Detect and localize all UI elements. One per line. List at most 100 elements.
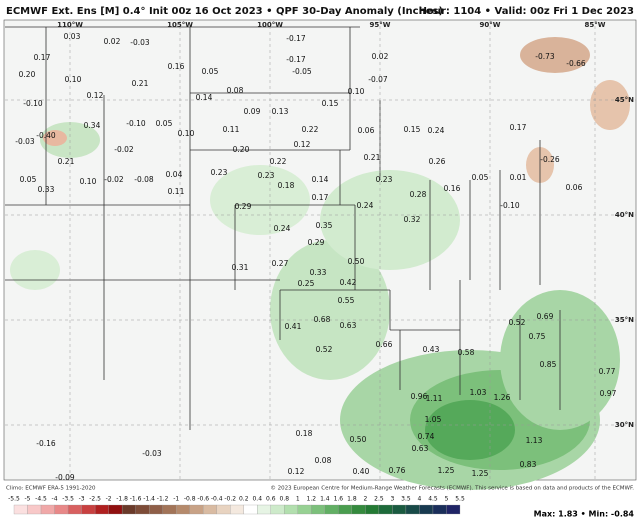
- point-value: -0.03: [15, 137, 35, 146]
- colorbar-swatch: [324, 504, 339, 515]
- point-value: 0.21: [132, 79, 149, 88]
- colorbar-swatch: [189, 504, 204, 515]
- point-value: 0.74: [418, 432, 435, 441]
- point-value: 0.76: [389, 466, 406, 475]
- point-value: 0.35: [316, 221, 333, 230]
- colorbar-tick-label: -1.6: [130, 496, 142, 503]
- point-value: 0.04: [166, 170, 183, 179]
- point-value: 0.08: [315, 456, 332, 465]
- point-value: 0.33: [310, 268, 327, 277]
- point-value: 0.12: [294, 140, 311, 149]
- colorbar-swatch: [176, 504, 190, 515]
- point-value: 0.11: [223, 125, 240, 134]
- point-value: 0.08: [227, 86, 244, 95]
- colorbar-tick-label: -0.2: [224, 496, 236, 503]
- latitude-label: 45°N: [615, 96, 634, 104]
- point-value: 0.18: [278, 181, 295, 190]
- colorbar-swatch: [81, 504, 96, 515]
- point-value: 0.24: [428, 126, 445, 135]
- point-value: 0.16: [168, 62, 185, 71]
- colorbar-tick-label: 5: [445, 496, 449, 503]
- point-value: 0.05: [472, 173, 489, 182]
- colorbar-tick-label: -0.6: [197, 496, 209, 503]
- colorbar-tick-label: 5.5: [455, 496, 465, 503]
- longitude-label: 90°W: [480, 21, 501, 29]
- point-value: 0.02: [104, 37, 121, 46]
- point-value: 0.13: [272, 107, 289, 116]
- point-value: 0.58: [458, 348, 475, 357]
- point-value: 0.11: [168, 187, 185, 196]
- point-value: 0.32: [404, 215, 421, 224]
- colorbar-tick-label: -5: [25, 496, 31, 503]
- point-value: 0.17: [312, 193, 329, 202]
- point-value: 0.23: [376, 175, 393, 184]
- point-value: 0.16: [444, 184, 461, 193]
- latitude-label: 30°N: [615, 421, 634, 429]
- colorbar-swatch: [108, 504, 123, 515]
- point-value: 0.24: [357, 201, 374, 210]
- point-value: 0.02: [372, 52, 389, 61]
- colorbar-swatch: [432, 504, 447, 515]
- point-value: -0.26: [540, 155, 560, 164]
- point-value: 0.15: [322, 99, 339, 108]
- point-value: 0.63: [412, 444, 429, 453]
- colorbar-tick-label: -1.8: [116, 496, 128, 503]
- climo-note: Climo: ECMWF ERA-5 1991-2020: [6, 486, 96, 492]
- point-value: -0.10: [23, 99, 43, 108]
- point-value: -0.03: [130, 38, 150, 47]
- point-value: 0.18: [296, 429, 313, 438]
- point-value: 0.12: [87, 91, 104, 100]
- point-value: 0.17: [510, 123, 527, 132]
- colorbar-tick-label: 1.2: [307, 496, 317, 503]
- point-value: -0.03: [142, 449, 162, 458]
- point-value: 0.83: [520, 460, 537, 469]
- point-value: 0.21: [364, 153, 381, 162]
- point-value: 1.26: [494, 393, 511, 402]
- colorbar-tick-label: -2.5: [89, 496, 101, 503]
- point-value: 0.09: [244, 107, 261, 116]
- point-value: 1.25: [472, 469, 489, 478]
- colorbar-swatch: [257, 504, 271, 515]
- point-value: 1.05: [425, 415, 442, 424]
- point-value: -0.17: [286, 34, 306, 43]
- point-value: 0.17: [34, 53, 51, 62]
- colorbar-swatch: [203, 504, 217, 515]
- colorbar-tick-label: -3.5: [62, 496, 74, 503]
- colorbar-swatch: [216, 504, 231, 515]
- title: ECMWF Ext. Ens [M] 0.4° Init 00z 16 Oct …: [6, 6, 443, 17]
- point-value: 0.55: [338, 296, 355, 305]
- longitude-label: 100°W: [257, 21, 283, 29]
- colorbar-tick-label: 4: [418, 496, 422, 503]
- point-value: 0.63: [340, 321, 357, 330]
- colorbar-tick-label: -4.5: [35, 496, 47, 503]
- colorbar-swatch: [67, 504, 82, 515]
- colorbar-tick-label: 1.6: [334, 496, 344, 503]
- colorbar-tick-label: 2: [363, 496, 367, 503]
- copyright: © 2023 European Centre for Medium-Range …: [270, 485, 634, 492]
- colorbar-swatch: [284, 504, 298, 515]
- point-value: 0.75: [529, 332, 546, 341]
- colorbar-swatch: [230, 504, 244, 515]
- point-value: 0.26: [429, 157, 446, 166]
- colorbar-swatch: [13, 504, 28, 515]
- colorbar-swatch: [392, 504, 407, 515]
- colorbar-tick-label: 0.6: [266, 496, 276, 503]
- point-value: 0.33: [38, 185, 55, 194]
- point-value: 0.05: [20, 175, 37, 184]
- colorbar-tick-label: 1.8: [347, 496, 357, 503]
- colorbar-swatch: [243, 504, 258, 515]
- point-value: 0.52: [509, 318, 526, 327]
- point-value: 0.05: [202, 67, 219, 76]
- point-value: -0.02: [114, 145, 134, 154]
- point-value: 0.05: [156, 119, 173, 128]
- point-value: 0.42: [340, 278, 357, 287]
- longitude-label: 85°W: [585, 21, 606, 29]
- colorbar-tick-label: 0.8: [280, 496, 290, 503]
- point-value: 0.10: [178, 129, 195, 138]
- colorbar-swatch: [297, 504, 312, 515]
- colorbar-tick-label: 0.4: [252, 496, 262, 503]
- point-value: 0.06: [358, 126, 375, 135]
- point-value: 1.11: [426, 394, 443, 403]
- colorbar-swatch: [351, 504, 366, 515]
